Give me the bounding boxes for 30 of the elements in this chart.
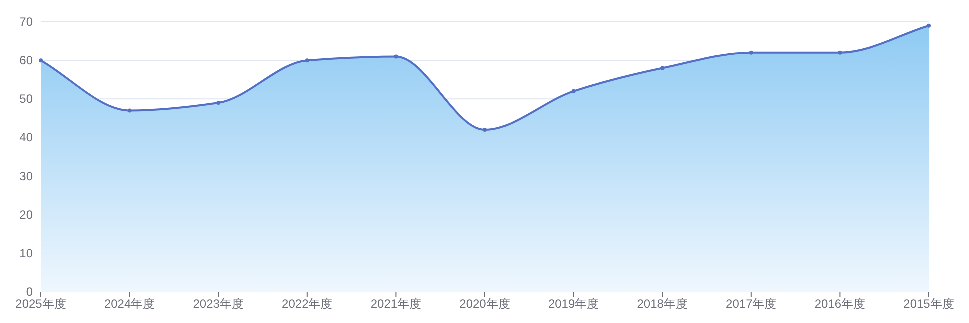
point [394, 54, 398, 59]
x-tick-label: 2016年度 [814, 297, 866, 311]
y-tick-label: 60 [20, 54, 34, 68]
point [838, 50, 842, 55]
x-tick-label: 2022年度 [282, 297, 333, 311]
point [749, 50, 754, 55]
x-tick-label: 2024年度 [104, 297, 156, 311]
y-tick-label: 30 [20, 169, 34, 184]
x-tick-label: 2021年度 [370, 297, 422, 311]
y-tick-label: 20 [20, 208, 34, 222]
x-tick-label: 2018年度 [637, 297, 688, 311]
point [572, 89, 576, 94]
y-tick-label: 70 [20, 15, 34, 29]
point [216, 101, 221, 105]
x-tick-label: 2017年度 [726, 297, 777, 311]
point [660, 66, 665, 70]
point [128, 108, 132, 113]
y-tick-label: 50 [20, 92, 34, 106]
x-tick-label: 2019年度 [548, 297, 600, 311]
y-tick-label: 0 [26, 285, 34, 299]
y-tick-label: 40 [20, 130, 34, 145]
x-tick-label: 2015年度 [904, 297, 954, 311]
point [927, 24, 931, 28]
point [305, 58, 310, 63]
point [39, 58, 43, 63]
y-tick-label: 10 [20, 246, 34, 260]
x-tick-label: 2025年度 [16, 297, 66, 311]
x-tick-label: 2023年度 [193, 297, 244, 311]
x-tick-label: 2020年度 [460, 297, 510, 311]
point [483, 128, 487, 132]
